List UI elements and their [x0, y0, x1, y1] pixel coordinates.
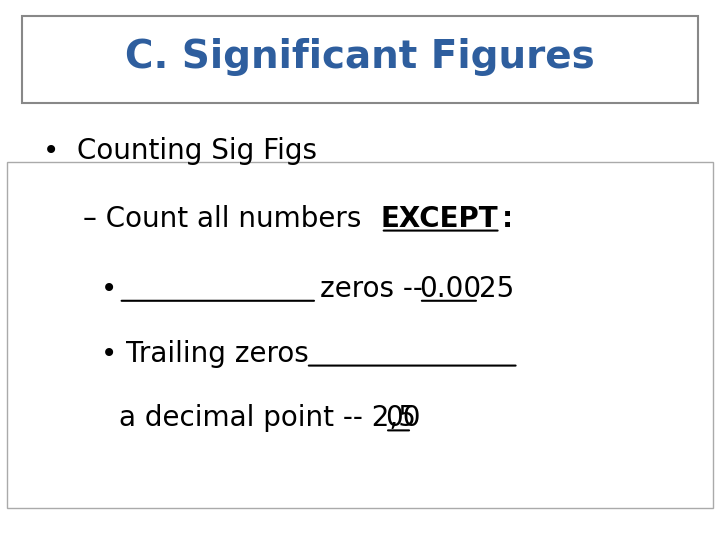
Text: C. Significant Figures: C. Significant Figures — [125, 38, 595, 76]
Text: :: : — [502, 205, 513, 233]
Text: •: • — [101, 275, 117, 303]
Text: EXCEPT: EXCEPT — [381, 205, 498, 233]
Text: 25: 25 — [479, 275, 514, 303]
FancyBboxPatch shape — [7, 162, 713, 508]
Text: – Count all numbers: – Count all numbers — [83, 205, 370, 233]
Text: 00: 00 — [385, 404, 420, 433]
Text: • Trailing zeros: • Trailing zeros — [101, 340, 318, 368]
FancyBboxPatch shape — [22, 16, 698, 103]
Text: zeros --: zeros -- — [320, 275, 432, 303]
Text: •  Counting Sig Figs: • Counting Sig Figs — [43, 137, 318, 165]
Text: a decimal point -- 2,5: a decimal point -- 2,5 — [119, 404, 415, 433]
Text: 0.00: 0.00 — [419, 275, 481, 303]
